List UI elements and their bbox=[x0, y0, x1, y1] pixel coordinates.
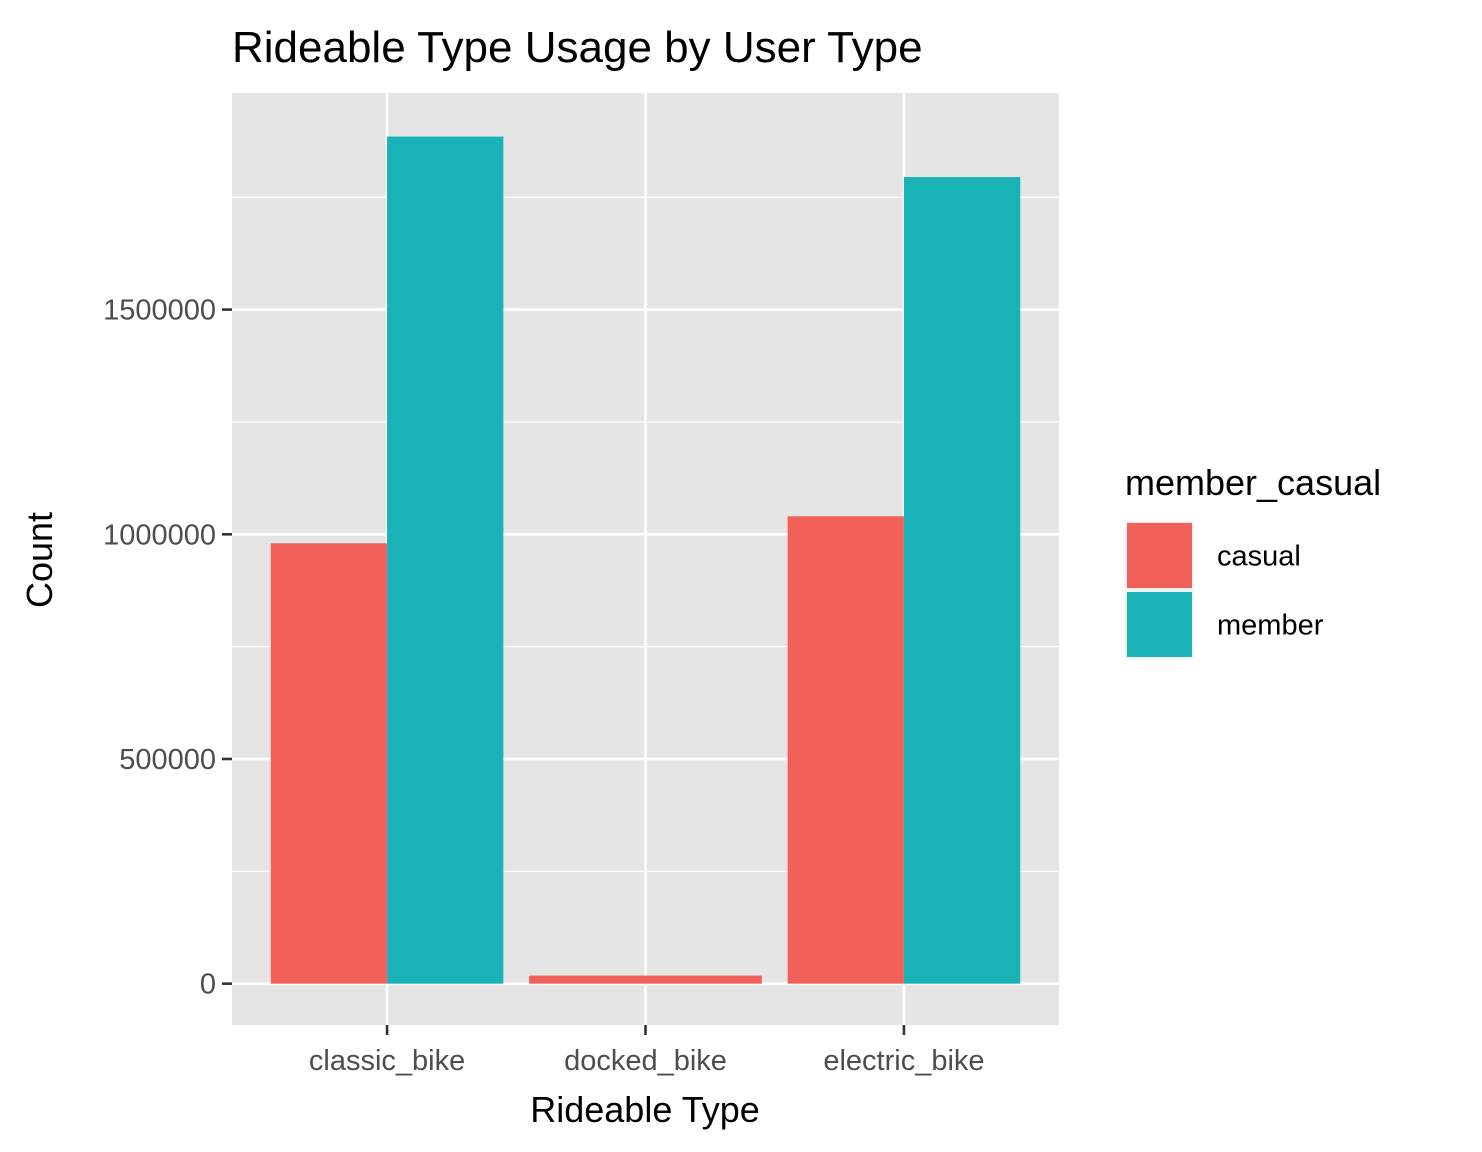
y-axis-title: Count bbox=[19, 512, 60, 608]
y-tick-label: 1500000 bbox=[103, 295, 216, 327]
legend-title: member_casual bbox=[1125, 462, 1381, 503]
bar-classic_bike-member bbox=[387, 136, 504, 984]
legend-key-member bbox=[1127, 592, 1192, 657]
legend: member_casual casual member bbox=[1125, 462, 1381, 659]
legend-items: casual member bbox=[1125, 521, 1324, 659]
x-axis-title: Rideable Type bbox=[530, 1089, 760, 1130]
bar-docked_bike-casual bbox=[529, 975, 762, 984]
y-tick-label: 0 bbox=[200, 969, 216, 1001]
x-axis: classic_bike docked_bike electric_bike bbox=[309, 1025, 985, 1077]
chart-title: Rideable Type Usage by User Type bbox=[232, 23, 923, 72]
y-tick-label: 1000000 bbox=[103, 519, 216, 551]
y-tick-label: 500000 bbox=[119, 744, 216, 776]
bar-electric_bike-member bbox=[903, 177, 1021, 984]
legend-label-casual: casual bbox=[1217, 541, 1301, 573]
bar-electric_bike-casual bbox=[787, 516, 904, 984]
bar-classic_bike-casual bbox=[270, 543, 388, 984]
y-axis: 0 500000 1000000 1500000 bbox=[103, 295, 232, 1001]
legend-key-casual bbox=[1127, 523, 1192, 588]
x-tick-label: classic_bike bbox=[309, 1045, 465, 1077]
bars bbox=[270, 136, 1021, 984]
x-tick-label: electric_bike bbox=[823, 1045, 984, 1077]
legend-label-member: member bbox=[1217, 610, 1324, 642]
x-tick-label: docked_bike bbox=[564, 1045, 727, 1077]
